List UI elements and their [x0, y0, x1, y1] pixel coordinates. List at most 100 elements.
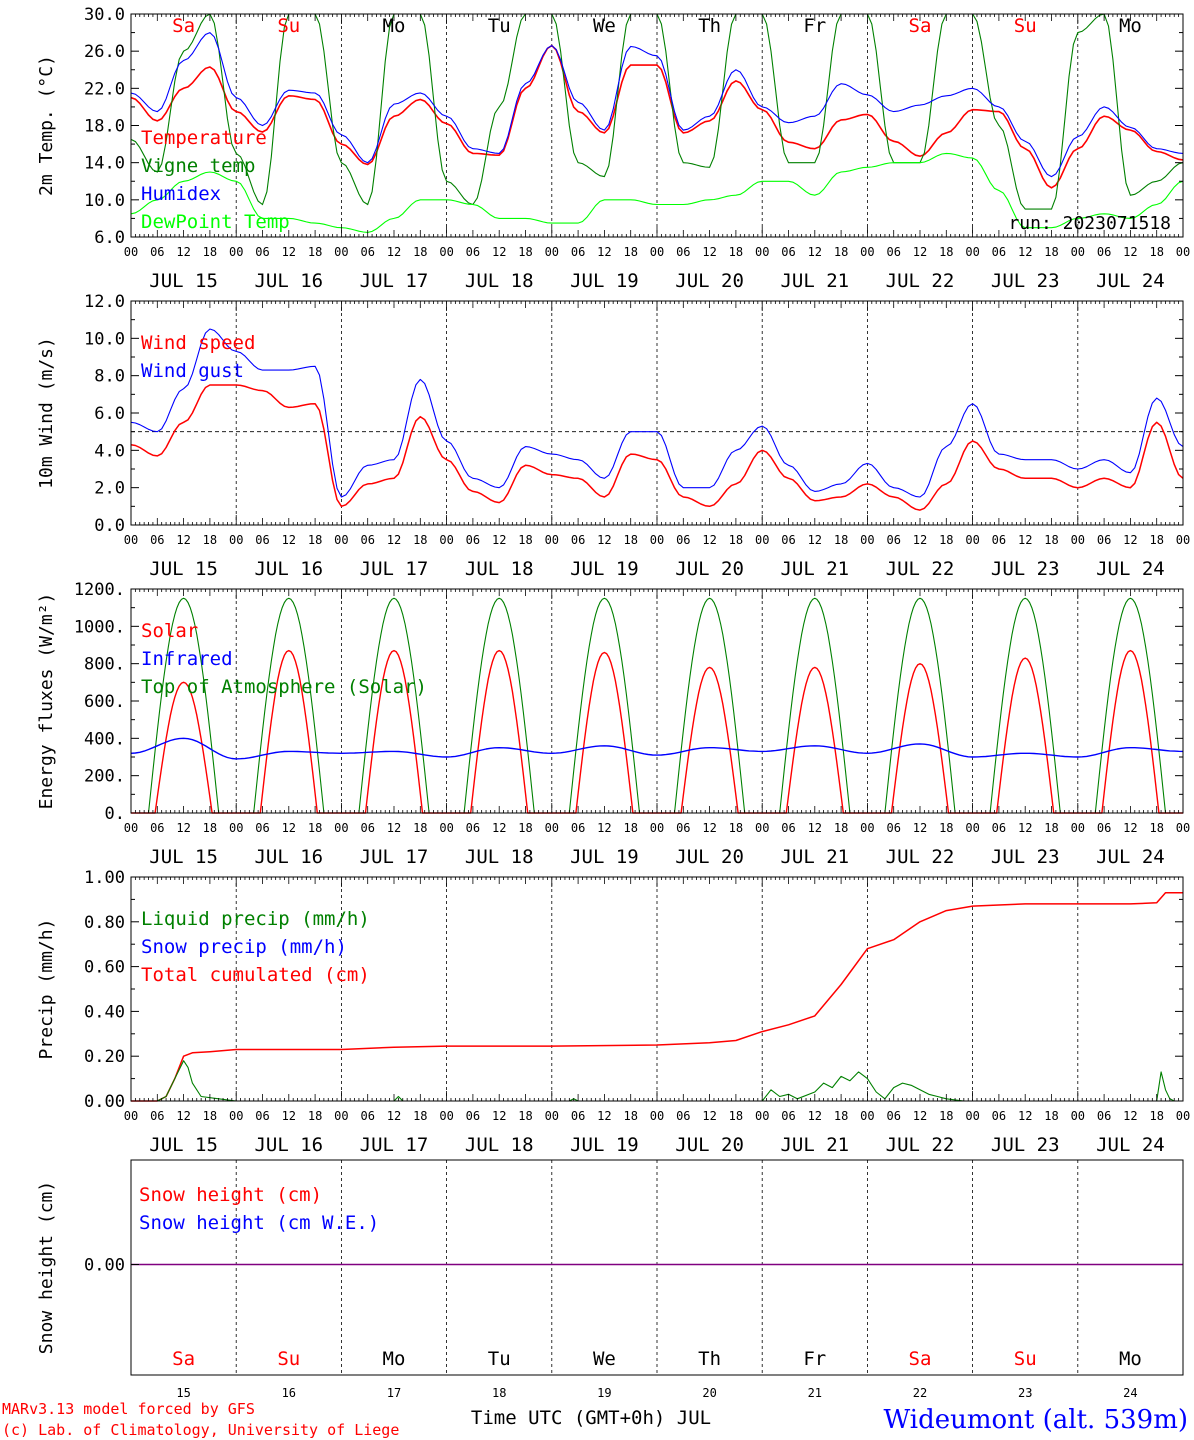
wind-hour-label: 18 [413, 533, 427, 547]
precip-series-darkgreen [131, 1060, 1183, 1102]
energy-y-tick-label: 200. [84, 767, 125, 787]
grid-layer [131, 14, 1183, 1375]
precip-date-label: JUL 18 [465, 1134, 534, 1156]
snow-weekday-label: Fr [803, 1348, 826, 1370]
energy-y-tick-label: 400. [84, 729, 125, 749]
wind-date-label: JUL 16 [254, 558, 323, 580]
precip-hour-label: 00 [755, 1109, 769, 1123]
energy-hour-label: 12 [597, 821, 611, 835]
wind-date-label: JUL 20 [675, 558, 744, 580]
snow-weekday-label: We [593, 1348, 616, 1370]
precip-legend-blue: Snow precip (mm/h) [141, 936, 347, 958]
precip-hour-label: 06 [360, 1109, 374, 1123]
temp-hour-label: 06 [992, 245, 1006, 259]
temp-hour-label: 18 [1044, 245, 1058, 259]
energy-hour-label: 12 [702, 821, 716, 835]
energy-y-tick-label: 1000. [74, 617, 125, 637]
energy-hour-label: 18 [203, 821, 217, 835]
temp-hour-label: 06 [466, 245, 480, 259]
precip-hour-label: 18 [1044, 1109, 1058, 1123]
wind-hour-label: 06 [255, 533, 269, 547]
precip-date-label: JUL 24 [1096, 1134, 1165, 1156]
wind-hour-label: 00 [545, 533, 559, 547]
temp-hour-label-end: 00 [1176, 245, 1190, 259]
wind-hour-label: 18 [623, 533, 637, 547]
temp-hour-label: 00 [1071, 245, 1085, 259]
precip-hour-label: 06 [150, 1109, 164, 1123]
temp-date-label: JUL 20 [675, 270, 744, 292]
energy-hour-label: 00 [1071, 821, 1085, 835]
temp-hour-label: 18 [413, 245, 427, 259]
snow-day-number: 19 [597, 1386, 611, 1400]
precip-y-tick-label: 0.60 [84, 958, 125, 978]
energy-hour-label: 18 [518, 821, 532, 835]
temp-series-darkgreen [131, 14, 1183, 210]
footer-model-line: MARv3.13 model forced by GFS [2, 1400, 255, 1418]
wind-hour-label: 06 [1097, 533, 1111, 547]
energy-hour-label: 06 [571, 821, 585, 835]
precip-hour-label-end: 00 [1176, 1109, 1190, 1123]
wind-hour-label: 00 [229, 533, 243, 547]
temp-series-group [131, 14, 1183, 233]
temp-weekday-label: Mo [1119, 15, 1142, 37]
temp-date-label: JUL 23 [991, 270, 1060, 292]
energy-hour-label: 00 [965, 821, 979, 835]
temp-hour-label: 18 [518, 245, 532, 259]
energy-date-label: JUL 15 [149, 846, 218, 868]
energy-hour-label: 18 [1149, 821, 1163, 835]
temp-date-label: JUL 21 [780, 270, 849, 292]
snow-weekday-label: Th [698, 1348, 721, 1370]
precip-hour-label: 12 [176, 1109, 190, 1123]
temp-hour-label: 00 [755, 245, 769, 259]
precip-hour-label: 12 [913, 1109, 927, 1123]
temp-hour-label: 12 [913, 245, 927, 259]
snow-day-number: 21 [808, 1386, 822, 1400]
wind-hour-label: 06 [150, 533, 164, 547]
snow-weekday-label: Su [277, 1348, 300, 1370]
temp-y-tick-label: 10.0 [84, 191, 125, 211]
temp-weekday-label: Su [277, 15, 300, 37]
temp-hour-label: 12 [808, 245, 822, 259]
energy-legend-darkgreen: Top of Atmosphere (Solar) [141, 676, 427, 698]
energy-legend-red: Solar [141, 620, 198, 642]
temp-frame [130, 13, 1184, 238]
precip-hour-label: 00 [545, 1109, 559, 1123]
temp-hour-label: 06 [886, 245, 900, 259]
temp-hour-label: 12 [702, 245, 716, 259]
energy-hour-label: 06 [150, 821, 164, 835]
snow-weekday-label: Tu [488, 1348, 511, 1370]
wind-hour-label: 12 [1123, 533, 1137, 547]
temp-hour-label: 00 [334, 245, 348, 259]
temp-weekday-label: Th [698, 15, 721, 37]
temp-legend-lightgreen: DewPoint Temp [141, 211, 290, 233]
wind-hour-label: 06 [992, 533, 1006, 547]
precip-hour-label: 06 [255, 1109, 269, 1123]
temp-hour-label: 18 [729, 245, 743, 259]
wind-y-tick-label: 10.0 [84, 329, 125, 349]
energy-date-label: JUL 22 [886, 846, 955, 868]
energy-hour-label: 06 [992, 821, 1006, 835]
energy-hour-label: 00 [650, 821, 664, 835]
energy-infrared-series [130, 737, 1184, 760]
temp-legend-blue: Humidex [141, 183, 221, 205]
temp-hour-label: 00 [650, 245, 664, 259]
temp-legend-darkgreen: Vigne temp [141, 155, 255, 177]
temp-date-label: JUL 22 [886, 270, 955, 292]
snow-weekday-label: Mo [1119, 1348, 1142, 1370]
precip-hour-label: 12 [387, 1109, 401, 1123]
energy-y-axis-label: Energy fluxes (W/m²) [36, 593, 57, 810]
temp-hour-label: 06 [255, 245, 269, 259]
temp-hour-label: 06 [150, 245, 164, 259]
precip-hour-label: 00 [334, 1109, 348, 1123]
precip-y-axis-label: Precip (mm/h) [36, 919, 57, 1060]
wind-hour-label: 12 [1018, 533, 1032, 547]
energy-date-label: JUL 20 [675, 846, 744, 868]
snow-weekday-label: Mo [383, 1348, 406, 1370]
energy-hour-label: 12 [282, 821, 296, 835]
wind-date-label: JUL 17 [360, 558, 429, 580]
snow-frame [130, 1159, 1184, 1376]
wind-date-label: JUL 21 [780, 558, 849, 580]
energy-hour-label: 18 [623, 821, 637, 835]
precip-hour-label: 00 [860, 1109, 874, 1123]
